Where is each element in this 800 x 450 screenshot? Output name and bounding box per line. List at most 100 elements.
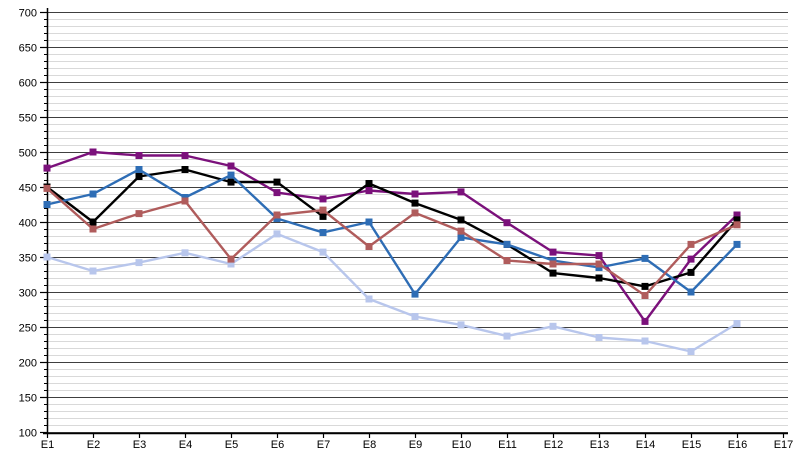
data-point-marker [687, 255, 695, 263]
data-point-marker [595, 274, 603, 282]
data-point-marker [733, 221, 741, 229]
data-point-marker [457, 216, 465, 224]
data-point-marker [733, 320, 741, 327]
data-point-marker [595, 252, 603, 260]
data-point-marker [135, 173, 143, 180]
data-point-marker [687, 348, 695, 355]
data-point-marker [89, 225, 97, 233]
data-point-marker [457, 233, 465, 241]
data-point-marker [89, 190, 97, 198]
x-tick-label: E16 [728, 439, 748, 450]
y-axis-labels: 700 650 600 550 500 450 400 350 300 250 200 150 100 [19, 8, 47, 440]
data-point-marker [641, 317, 649, 325]
data-point-marker [135, 210, 143, 218]
data-point-marker [135, 152, 143, 159]
data-point-marker [687, 288, 695, 296]
data-point-marker [135, 166, 143, 173]
data-point-marker [227, 171, 235, 179]
data-point-marker [181, 249, 189, 257]
x-tick-label: E17 [774, 439, 794, 450]
y-tick-label: 250 [19, 323, 37, 335]
minor-gridlines [44, 19, 788, 426]
y-tick-label: 400 [19, 218, 37, 230]
data-point-marker [503, 332, 511, 340]
x-tick-label: E13 [590, 439, 610, 450]
data-point-marker [43, 201, 51, 208]
series-line-light-blue [46, 232, 738, 353]
data-point-marker [641, 337, 649, 345]
data-point-marker [549, 269, 557, 277]
y-tick-label: 550 [19, 113, 37, 125]
data-point-marker [595, 334, 603, 341]
x-tick-label: E6 [271, 439, 284, 450]
data-point-marker [549, 248, 557, 256]
x-tick-label: E10 [452, 439, 472, 450]
x-tick-label: E11 [498, 439, 517, 450]
data-point-marker [457, 188, 465, 196]
data-point-marker [319, 212, 327, 220]
data-point-marker [411, 190, 419, 198]
data-point-marker [319, 229, 327, 236]
data-point-marker [43, 253, 51, 261]
data-point-marker [273, 230, 281, 238]
data-point-marker [411, 290, 419, 298]
data-point-marker [457, 227, 465, 235]
data-point-marker [43, 184, 51, 192]
data-point-marker [365, 218, 373, 226]
y-tick-label: 150 [19, 393, 37, 405]
x-tick-label: E8 [363, 439, 376, 450]
data-point-marker [503, 219, 511, 227]
data-point-marker [411, 209, 419, 217]
x-tick-label: E2 [87, 439, 100, 450]
data-point-marker [687, 240, 695, 248]
data-point-marker [687, 268, 695, 276]
data-point-marker [503, 240, 511, 248]
data-point-marker [457, 321, 465, 329]
data-point-marker [503, 257, 511, 264]
data-point-marker [273, 189, 281, 197]
data-point-marker [227, 162, 235, 170]
data-point-marker [181, 152, 189, 159]
data-point-marker [411, 313, 419, 320]
y-tick-label: 450 [19, 183, 37, 195]
data-point-marker [319, 195, 327, 203]
data-point-marker [273, 178, 281, 186]
series-line-black [46, 168, 738, 288]
y-tick-label: 100 [19, 428, 37, 440]
series-red-brown [43, 184, 741, 299]
series-line-blue [46, 168, 738, 296]
data-point-marker [89, 148, 97, 156]
y-tick-label: 200 [19, 358, 37, 370]
data-point-marker [549, 260, 557, 268]
data-point-marker [595, 260, 603, 268]
y-tick-label: 350 [19, 253, 37, 265]
series-blue [43, 166, 741, 298]
data-point-marker [411, 199, 419, 207]
data-point-marker [227, 255, 235, 263]
series-line-red-brown [46, 187, 738, 297]
x-tick-label: E12 [544, 439, 564, 450]
data-point-marker [89, 218, 97, 226]
data-point-marker [365, 243, 373, 250]
x-tick-label: E4 [179, 439, 192, 450]
data-point-marker [365, 187, 373, 194]
x-tick-label: E14 [636, 439, 656, 450]
series-light-blue [43, 230, 741, 355]
y-tick-label: 650 [19, 43, 37, 55]
data-point-marker [549, 322, 557, 330]
data-point-marker [181, 166, 189, 173]
y-tick-label: 700 [19, 8, 37, 20]
data-point-marker [319, 248, 327, 256]
data-point-marker [641, 282, 649, 290]
data-point-marker [641, 254, 649, 262]
data-point-marker [227, 178, 235, 186]
data-point-marker [365, 295, 373, 303]
x-tick-label: E15 [682, 439, 702, 450]
x-tick-label: E7 [317, 439, 330, 450]
x-tick-label: E9 [409, 439, 422, 450]
data-point-marker [733, 240, 741, 248]
data-point-marker [641, 292, 649, 299]
data-point-marker [89, 267, 97, 275]
